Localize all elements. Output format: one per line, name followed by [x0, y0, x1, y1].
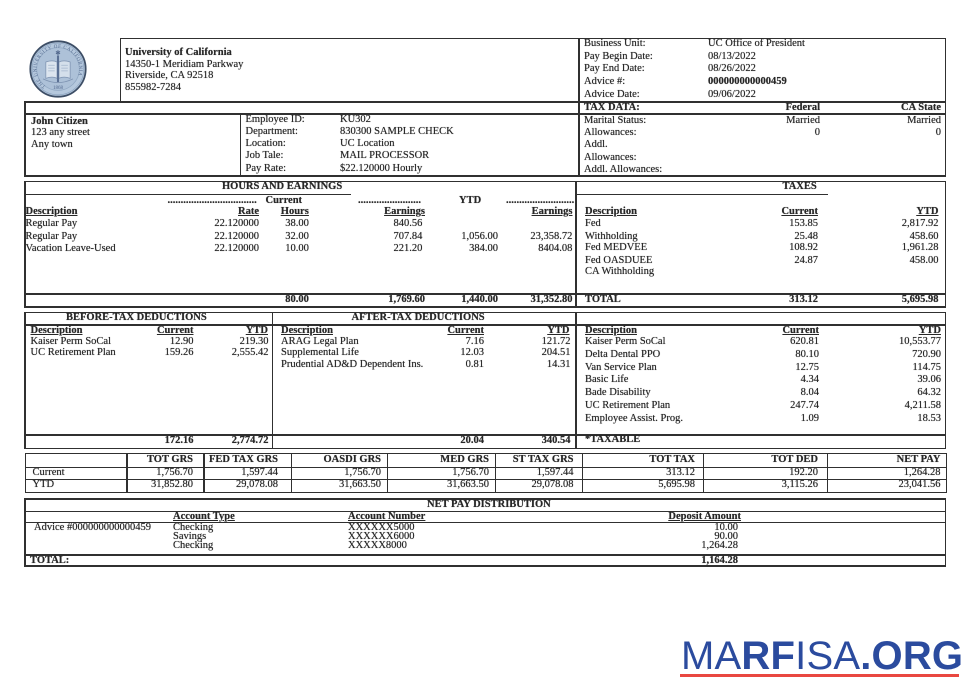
svg-text:1868: 1868: [52, 85, 63, 91]
svg-text:✱: ✱: [55, 48, 61, 56]
